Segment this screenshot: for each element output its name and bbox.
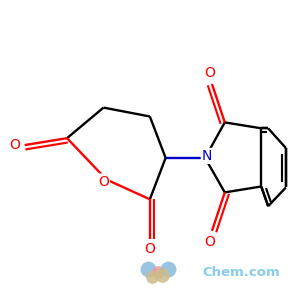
Text: O: O [205,235,215,249]
Text: O: O [205,66,215,80]
Point [156,269,161,274]
Text: N: N [202,149,212,163]
Text: O: O [144,242,155,256]
Text: O: O [9,138,20,152]
Text: O: O [98,175,109,188]
Point [160,272,164,277]
Point [149,274,154,279]
Text: Chem.com: Chem.com [202,266,280,279]
Point [166,266,170,271]
Point [146,266,150,271]
